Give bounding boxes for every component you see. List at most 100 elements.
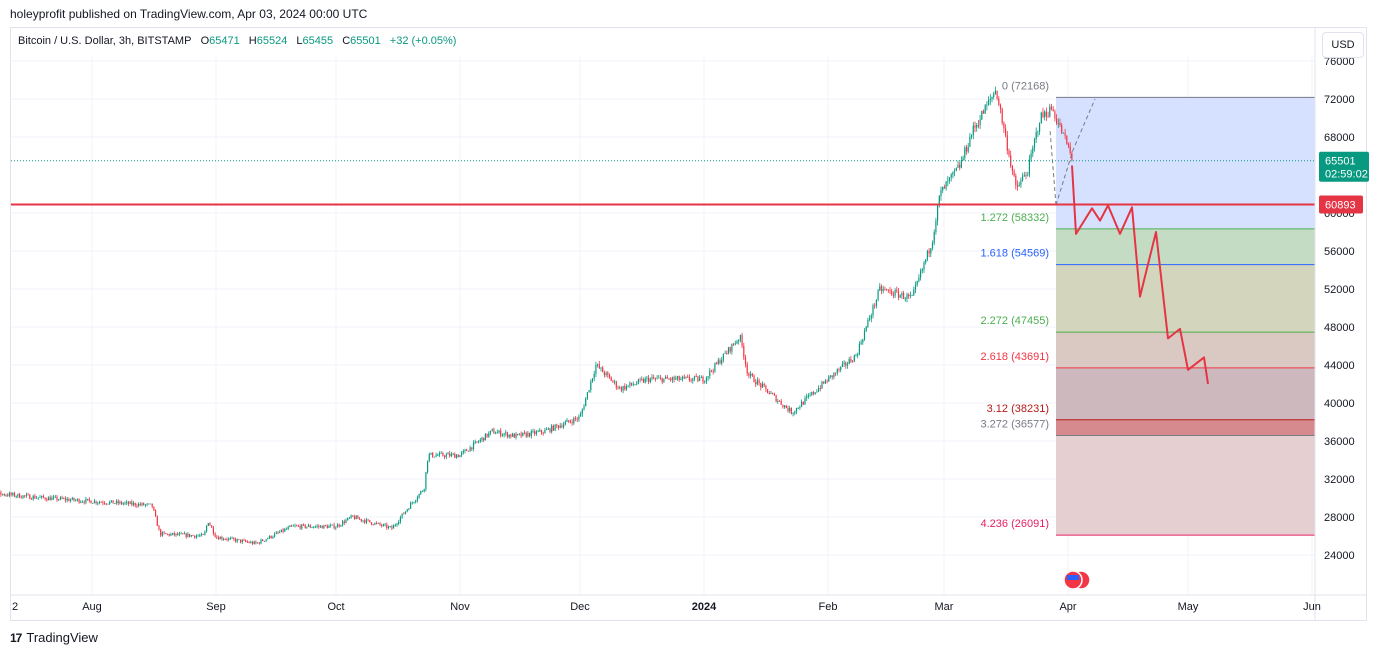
- candle-body: [212, 527, 214, 534]
- candle-body: [748, 373, 750, 376]
- current-price-tag: [1319, 151, 1369, 182]
- candle-body: [248, 542, 250, 543]
- candle-body: [304, 524, 306, 528]
- candle-body: [857, 353, 859, 356]
- footer-brand[interactable]: 17 TradingView: [10, 630, 98, 645]
- candle-body: [297, 525, 299, 527]
- candle-body: [187, 533, 189, 537]
- candle-body: [81, 501, 84, 503]
- candle-body: [959, 164, 961, 168]
- low-label: L: [296, 35, 303, 47]
- candle-body: [183, 533, 186, 535]
- candle-body: [1054, 111, 1056, 119]
- candle-body: [530, 431, 532, 437]
- candle-body: [510, 434, 512, 437]
- candle-body: [903, 293, 905, 299]
- candle-body: [860, 342, 862, 344]
- candle-body: [491, 429, 493, 431]
- candle-body: [948, 177, 951, 181]
- candle-body: [178, 533, 180, 535]
- x-tick-label: Sep: [206, 601, 226, 613]
- candle-body: [345, 520, 347, 524]
- candle-body: [394, 525, 396, 526]
- candle-body: [916, 281, 918, 285]
- candle-body: [241, 540, 243, 543]
- y-tick-label: 72000: [1324, 94, 1355, 106]
- candle-body: [25, 494, 27, 496]
- x-tick-label: Dec: [570, 601, 590, 613]
- candle-body: [574, 418, 577, 419]
- candle-body: [583, 406, 585, 410]
- candle-body: [739, 334, 741, 341]
- candle-body: [506, 432, 509, 438]
- candle-body: [982, 110, 985, 114]
- candle-body: [665, 376, 667, 379]
- candle-body: [695, 376, 697, 378]
- candle-body: [476, 441, 478, 443]
- candle-body: [897, 291, 900, 298]
- candle-body: [302, 524, 305, 526]
- candle-body: [636, 383, 638, 385]
- candle-body: [387, 526, 390, 528]
- candle-body: [251, 541, 254, 544]
- candle-body: [427, 460, 429, 472]
- candle-body: [751, 373, 753, 376]
- candle-body: [32, 495, 34, 500]
- candle-body: [335, 527, 337, 529]
- candle-body: [163, 532, 165, 534]
- candle-body: [705, 377, 707, 382]
- candle-body: [913, 289, 915, 296]
- candle-body: [862, 339, 864, 343]
- candle-body: [3, 494, 5, 496]
- candle-body: [568, 420, 570, 422]
- currency-button[interactable]: USD: [1322, 32, 1364, 58]
- candle-body: [408, 508, 410, 510]
- candle-body: [1044, 111, 1046, 117]
- candle-body: [420, 491, 422, 495]
- candle-body: [600, 367, 602, 369]
- candle-body: [1045, 111, 1047, 117]
- candle-body: [877, 290, 879, 300]
- candle-body: [736, 341, 738, 344]
- candle-body: [846, 363, 849, 366]
- open-label: O: [200, 35, 210, 47]
- candle-body: [845, 362, 847, 366]
- candle-body: [182, 533, 184, 535]
- candle-body: [153, 506, 155, 511]
- candle-body: [576, 418, 578, 420]
- candle-body: [566, 420, 568, 422]
- candle-body: [155, 510, 157, 517]
- candle-body: [195, 535, 197, 538]
- candle-body: [197, 535, 199, 537]
- candle-body: [132, 503, 135, 505]
- candle-body: [291, 525, 293, 527]
- projection-path[interactable]: [1071, 165, 1209, 385]
- candle-body: [102, 502, 104, 504]
- candle-body: [13, 493, 16, 497]
- candle-body: [593, 373, 595, 379]
- candle-body: [483, 437, 485, 441]
- publisher-line: holeyprofit published on TradingView.com…: [10, 7, 368, 21]
- candle-body: [841, 363, 843, 367]
- y-tick-label: 24000: [1324, 550, 1355, 562]
- candle-body: [833, 372, 835, 378]
- candle-body: [532, 431, 534, 432]
- high-value: 65524: [256, 35, 288, 47]
- candle-body: [925, 259, 927, 263]
- candle-body: [801, 401, 803, 407]
- candle-body: [129, 501, 131, 505]
- candle-body: [314, 526, 316, 528]
- candle-body: [404, 511, 407, 514]
- candle-body: [365, 519, 367, 523]
- y-tick-label: 48000: [1324, 322, 1355, 334]
- candle-body: [863, 331, 866, 340]
- candle-body: [308, 525, 310, 527]
- candle-body: [185, 533, 187, 537]
- candle-body: [659, 377, 662, 379]
- candle-body: [224, 539, 226, 540]
- candle-body: [1067, 143, 1070, 147]
- candle-body: [569, 421, 571, 423]
- candle-body: [928, 250, 930, 254]
- candle-body: [702, 376, 704, 383]
